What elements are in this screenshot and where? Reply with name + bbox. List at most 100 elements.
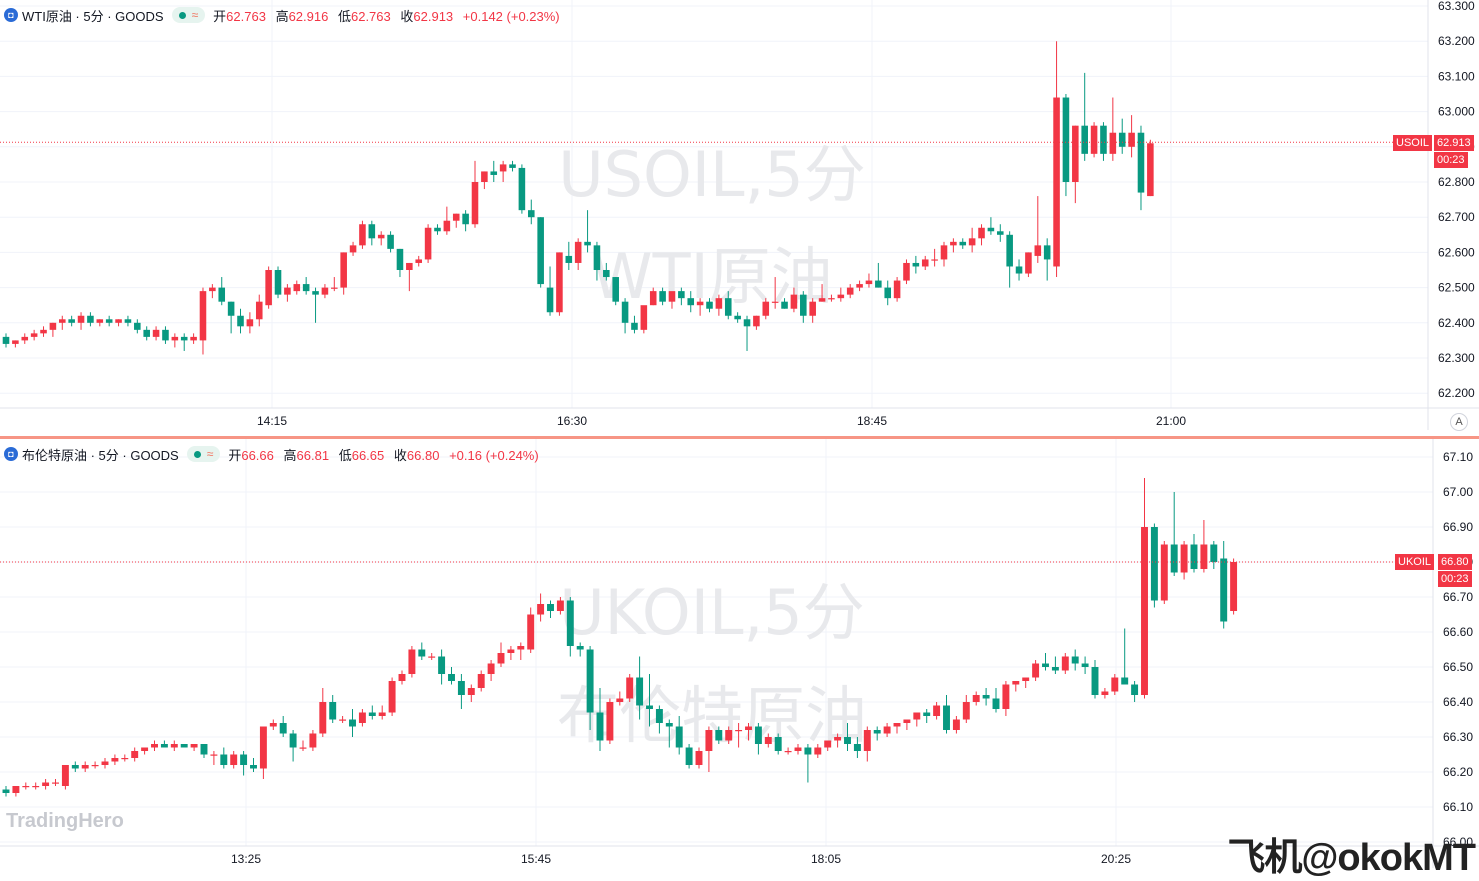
candle-body bbox=[873, 730, 881, 734]
candle bbox=[884, 280, 892, 306]
candle-body bbox=[52, 782, 59, 784]
brent-chart-pane[interactable]: UKOIL,5分布伦特原油67.1067.0066.9066.8066.7066… bbox=[0, 439, 1479, 868]
candle-body bbox=[358, 712, 366, 723]
candles bbox=[2, 41, 1154, 355]
candle bbox=[190, 333, 197, 344]
candle bbox=[1022, 677, 1030, 688]
candle-body bbox=[457, 681, 465, 695]
wti-candlestick-chart[interactable]: USOIL,5分WTI原油63.30063.20063.10063.00062.… bbox=[0, 0, 1479, 436]
candle bbox=[71, 761, 79, 772]
candle bbox=[517, 642, 525, 660]
market-open-dot-icon bbox=[178, 11, 186, 19]
time-tick-label: 18:05 bbox=[811, 852, 841, 866]
candle-body bbox=[499, 164, 507, 172]
pane-resize-handle[interactable] bbox=[0, 436, 1479, 439]
corner-watermark: 飞机@okokMT bbox=[1227, 837, 1476, 879]
candle bbox=[1200, 520, 1208, 573]
candle-body bbox=[200, 744, 208, 755]
candle bbox=[58, 315, 66, 330]
candle bbox=[834, 733, 842, 748]
wti-symbol-title[interactable]: WTI原油 · 5分 · GOODS bbox=[22, 8, 164, 24]
candle-body bbox=[962, 702, 970, 720]
candle bbox=[321, 284, 329, 299]
candle bbox=[170, 740, 178, 751]
candle-body bbox=[893, 280, 901, 299]
symbol-watermark: USOIL,5分 bbox=[558, 138, 866, 211]
candle bbox=[339, 716, 347, 723]
candle bbox=[293, 280, 301, 295]
candle-body bbox=[968, 238, 976, 246]
candle-body bbox=[774, 737, 782, 751]
candle bbox=[853, 737, 861, 758]
candle-body bbox=[1111, 677, 1119, 692]
candle bbox=[584, 210, 591, 253]
candle-body bbox=[875, 280, 882, 288]
candle-body bbox=[378, 712, 386, 716]
candle bbox=[481, 171, 488, 190]
candle bbox=[141, 747, 149, 755]
symbol-logo-icon[interactable]: ◘ bbox=[4, 8, 18, 22]
candle bbox=[863, 726, 871, 762]
market-status-badge[interactable]: ≈ bbox=[186, 446, 221, 462]
candle-body bbox=[678, 291, 685, 299]
candle-body bbox=[1180, 544, 1188, 573]
candle-body bbox=[160, 744, 168, 748]
candle-body bbox=[1034, 245, 1042, 256]
candle-body bbox=[1051, 667, 1059, 671]
candle bbox=[415, 255, 423, 267]
candle bbox=[490, 160, 498, 182]
candle bbox=[230, 751, 238, 769]
candle-body bbox=[349, 719, 356, 727]
wti-chart-pane[interactable]: USOIL,5分 WTI原油 63.300 63.200 63.100 63.000 62.… bbox=[0, 0, 1479, 436]
candle-body bbox=[809, 301, 816, 316]
candle-body bbox=[121, 758, 129, 760]
candle bbox=[1128, 115, 1135, 158]
candle-body bbox=[794, 747, 802, 751]
candle bbox=[1160, 541, 1168, 604]
candle bbox=[1051, 656, 1059, 674]
candle bbox=[387, 231, 394, 253]
candle bbox=[1012, 681, 1020, 692]
candle bbox=[753, 315, 760, 330]
grid-lines bbox=[0, 0, 1428, 408]
candle-body bbox=[141, 747, 149, 751]
candle bbox=[668, 291, 676, 309]
candle bbox=[883, 723, 891, 737]
candle bbox=[972, 691, 980, 706]
market-status-badge[interactable]: ≈ bbox=[171, 7, 206, 23]
price-tick-label: 66.70 bbox=[1443, 590, 1473, 604]
candle-body bbox=[302, 284, 310, 292]
brent-change: +0.16 (+0.24%) bbox=[449, 447, 539, 463]
candle-body bbox=[675, 726, 683, 748]
candle-body bbox=[22, 786, 30, 788]
candle bbox=[265, 266, 272, 309]
candle-body bbox=[438, 656, 446, 674]
candle-body bbox=[913, 712, 921, 720]
candle-body bbox=[490, 171, 498, 175]
candle-body bbox=[237, 315, 244, 327]
candle bbox=[725, 726, 733, 744]
candle bbox=[250, 758, 257, 772]
candle-body bbox=[105, 319, 113, 323]
candle bbox=[377, 231, 385, 246]
candle bbox=[279, 716, 287, 737]
candle-body bbox=[612, 277, 619, 302]
symbol-logo-icon[interactable]: ◘ bbox=[4, 447, 18, 461]
candle bbox=[101, 758, 109, 769]
candle-body bbox=[715, 730, 723, 741]
candle bbox=[675, 716, 683, 755]
candle-body bbox=[467, 688, 475, 695]
candle bbox=[49, 322, 57, 337]
candle-body bbox=[284, 287, 291, 295]
brent-symbol-title[interactable]: 布伦特原油 · 5分 · GOODS bbox=[22, 447, 179, 463]
auto-scale-button[interactable]: A bbox=[1450, 413, 1468, 431]
candle bbox=[1230, 558, 1238, 615]
candle bbox=[1121, 628, 1129, 685]
brent-candlestick-chart[interactable]: UKOIL,5分布伦特原油67.1067.0066.9066.8066.7066… bbox=[0, 439, 1479, 868]
candle bbox=[735, 723, 743, 748]
candle bbox=[115, 319, 122, 327]
candle-body bbox=[1220, 558, 1228, 622]
candle-body bbox=[705, 730, 713, 751]
candle bbox=[398, 670, 406, 685]
candle-body bbox=[593, 245, 601, 270]
